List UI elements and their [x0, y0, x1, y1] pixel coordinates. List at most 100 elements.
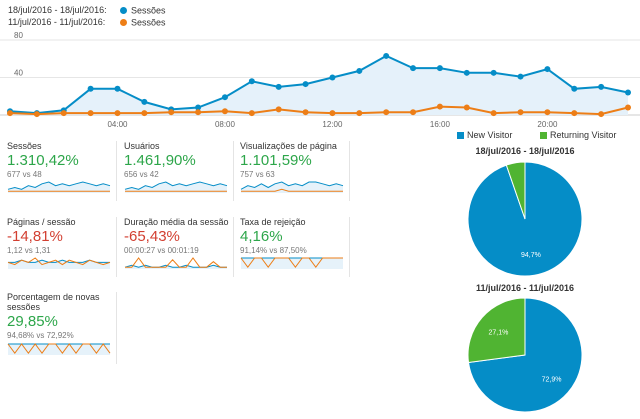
data-point[interactable] [87, 110, 94, 117]
data-point[interactable] [302, 81, 309, 88]
data-point[interactable] [410, 109, 417, 116]
sparkline-current [240, 181, 344, 190]
data-point[interactable] [275, 83, 282, 90]
metric-tile[interactable]: Sessões 1.310,42% 677 vs 48 [7, 141, 117, 201]
pie-current-title: 18/jul/2016 - 18/jul/2016 [475, 146, 575, 156]
metric-name: Visualizações de página [240, 141, 337, 151]
data-point[interactable] [356, 110, 363, 117]
data-point[interactable] [544, 109, 551, 116]
data-point[interactable] [463, 69, 470, 76]
data-point[interactable] [436, 65, 443, 72]
data-point[interactable] [625, 104, 631, 111]
data-point[interactable] [7, 110, 13, 117]
y-tick-label: 40 [14, 69, 23, 78]
y-tick-label: 80 [14, 31, 23, 40]
sparkline-area [125, 265, 227, 269]
data-point[interactable] [33, 111, 40, 118]
sparkline-area [241, 258, 343, 269]
previous-range-label: 11/jul/2016 - 11/jul/2016: [8, 17, 106, 27]
data-point[interactable] [168, 109, 175, 116]
metric-comparison: 94,68% vs 72,92% [7, 331, 74, 340]
data-point[interactable] [463, 104, 470, 111]
pie-slice[interactable] [467, 297, 526, 364]
previous-series-label: Sessões [131, 17, 166, 28]
x-tick-label: 08:00 [215, 120, 236, 129]
data-point[interactable] [410, 65, 417, 72]
series-line [9, 54, 629, 115]
data-point[interactable] [141, 98, 148, 105]
data-point[interactable] [114, 85, 121, 92]
pie-slice[interactable] [505, 161, 526, 220]
pie-slice-label: 94,7% [521, 252, 541, 259]
returning-visitor-label: Returning Visitor [550, 130, 617, 140]
metric-sparkline [7, 343, 111, 355]
data-point[interactable] [195, 104, 202, 111]
data-point[interactable] [625, 89, 631, 96]
data-point[interactable] [221, 108, 228, 115]
metric-sparkline [124, 257, 227, 269]
metric-tile[interactable]: Taxa de rejeição 4,16% 91,14% vs 87,50% [240, 217, 350, 277]
metric-change-value: -65,43% [124, 228, 180, 245]
data-point[interactable] [383, 52, 390, 59]
data-point[interactable] [571, 85, 578, 92]
x-tick-label: 12:00 [322, 120, 343, 129]
data-point[interactable] [383, 109, 390, 116]
x-tick-label: 20:00 [537, 120, 558, 129]
sparkline-current [7, 181, 111, 190]
pie-previous[interactable]: 72,9% 27,1% [466, 296, 584, 414]
data-point[interactable] [87, 85, 94, 92]
returning-visitor-swatch [540, 132, 547, 140]
metric-comparison: 91,14% vs 87,50% [240, 246, 307, 255]
data-point[interactable] [544, 66, 551, 73]
metric-change-value: 1.310,42% [7, 152, 79, 169]
data-point[interactable] [571, 110, 578, 117]
metric-change-value: 29,85% [7, 313, 58, 330]
sessions-line-chart[interactable]: 40 80 04:00 08:00 12:00 16:00 20:00 [0, 30, 640, 130]
data-point[interactable] [517, 109, 524, 116]
pie-current[interactable]: 94,7% [466, 160, 584, 278]
metric-sparkline [240, 181, 344, 193]
metric-name: Usuários [124, 141, 160, 151]
data-point[interactable] [195, 109, 202, 116]
sparkline-previous [241, 188, 343, 192]
metric-tile[interactable]: Duração média da sessão -65,43% 00:00:27 v… [124, 217, 234, 277]
sparkline-area [241, 182, 343, 193]
metric-change-value: -14,81% [7, 228, 63, 245]
metric-sparkline [7, 181, 111, 193]
data-point[interactable] [141, 110, 148, 117]
metric-tile[interactable]: Páginas / sessão -14,81% 1,12 vs 1,31 [7, 217, 117, 277]
data-point[interactable] [356, 67, 363, 74]
data-point[interactable] [329, 110, 336, 117]
data-point[interactable] [490, 69, 497, 76]
data-point[interactable] [517, 73, 524, 80]
data-point[interactable] [248, 110, 255, 117]
metric-tile[interactable]: Visualizações de página 1.101,59% 757 vs 6… [240, 141, 350, 201]
data-point[interactable] [329, 74, 336, 81]
metric-name: Taxa de rejeição [240, 217, 306, 227]
data-point[interactable] [598, 83, 605, 90]
metric-sparkline [7, 257, 111, 269]
metric-tile[interactable]: Usuários 1.461,90% 656 vs 42 [124, 141, 234, 201]
data-point[interactable] [60, 110, 67, 117]
data-point[interactable] [114, 110, 121, 117]
sparkline-previous [125, 257, 227, 268]
metric-change-value: 1.461,90% [124, 152, 196, 169]
metric-tile[interactable]: Porcentagem de novas sessões 29,85% 94,68%… [7, 292, 117, 364]
data-point[interactable] [436, 103, 443, 110]
metric-comparison: 656 vs 42 [124, 170, 159, 179]
metric-name: Páginas / sessão [7, 217, 76, 227]
data-point[interactable] [490, 110, 497, 117]
data-point[interactable] [302, 109, 309, 116]
sparkline-current [124, 264, 227, 268]
data-point[interactable] [248, 78, 255, 85]
pie-slice[interactable] [467, 161, 583, 277]
data-point[interactable] [275, 106, 282, 113]
new-visitor-swatch [457, 132, 464, 140]
metric-name: Porcentagem de novas sessões [7, 292, 100, 312]
sparkline-area [125, 182, 227, 193]
data-point[interactable] [598, 111, 605, 118]
data-point[interactable] [221, 94, 228, 101]
pie-legend-returning: Returning Visitor [540, 130, 616, 140]
metric-name: Sessões [7, 141, 42, 151]
new-visitor-label: New Visitor [467, 130, 513, 140]
